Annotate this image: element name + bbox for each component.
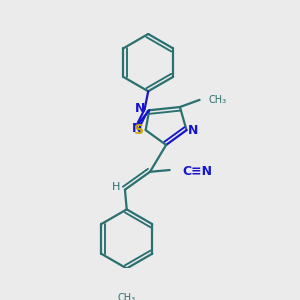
Text: CH₃: CH₃	[118, 293, 136, 300]
Text: S: S	[134, 123, 144, 137]
Text: N: N	[135, 102, 145, 115]
Text: N: N	[188, 124, 198, 136]
Text: N: N	[132, 122, 143, 135]
Text: C≡N: C≡N	[182, 165, 212, 178]
Text: CH₃: CH₃	[208, 95, 227, 105]
Text: H: H	[112, 182, 120, 192]
